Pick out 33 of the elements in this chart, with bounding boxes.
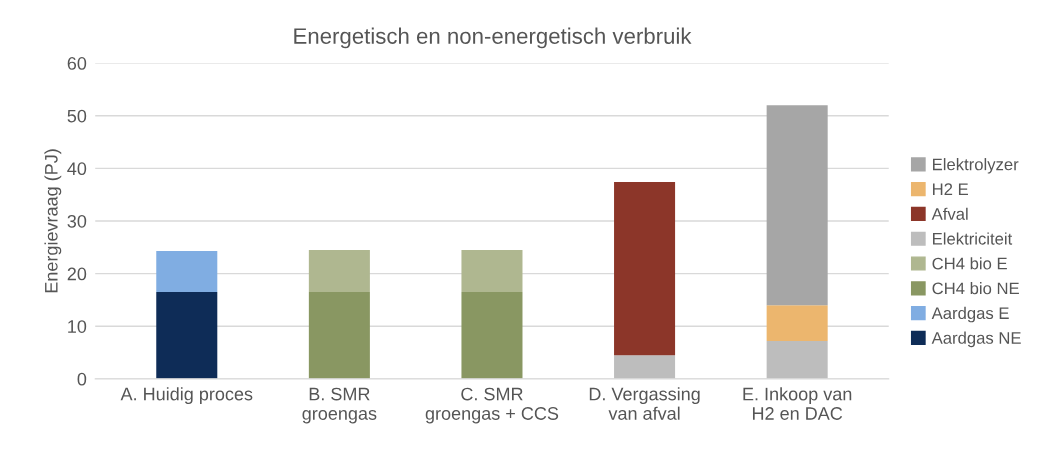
bar — [308, 292, 370, 379]
bar — [614, 182, 676, 356]
x-tick-label: C. SMR groengas + CCS — [425, 387, 559, 424]
x-tick-label: D. Vergassing van afval — [589, 387, 700, 420]
y-tick-label: 50 — [67, 109, 87, 123]
x-tick-label: E. Inkoop van H2 en DAC — [743, 387, 852, 420]
legend-label: Aardgas NE — [931, 331, 1021, 348]
legend-label: Elektriciteit — [933, 232, 1013, 245]
legend-label: CH4 bio NE — [932, 282, 1019, 295]
y-tick-label: 0 — [77, 372, 87, 386]
y-tick-label: 60 — [67, 57, 87, 70]
bar — [766, 305, 828, 341]
legend-label: Aardgas E — [931, 306, 1009, 323]
y-tick-label: 40 — [67, 162, 87, 176]
legend-label: Afval — [931, 207, 968, 220]
x-tick-label: A. Huidig proces — [120, 387, 253, 404]
bar — [766, 105, 828, 306]
y-axis-title: Energievraag (PJ) — [44, 149, 62, 293]
x-tick-label: B. SMR groengas — [302, 387, 377, 424]
bar — [614, 355, 676, 379]
bar — [766, 340, 828, 379]
legend-label: H2 E — [933, 183, 968, 195]
bar — [461, 249, 523, 293]
y-tick-label: 20 — [67, 267, 87, 281]
bar — [308, 249, 370, 293]
y-tick-label: 10 — [68, 320, 87, 333]
chart-title: Energetisch en non-energetisch verbruik — [294, 27, 692, 49]
bar — [461, 292, 523, 379]
y-tick-label: 30 — [67, 214, 87, 228]
legend-label: Elektrolyzer — [933, 158, 1019, 174]
legend-label: CH4 bio E — [932, 257, 1007, 270]
bar — [156, 292, 218, 379]
bar — [156, 250, 218, 293]
